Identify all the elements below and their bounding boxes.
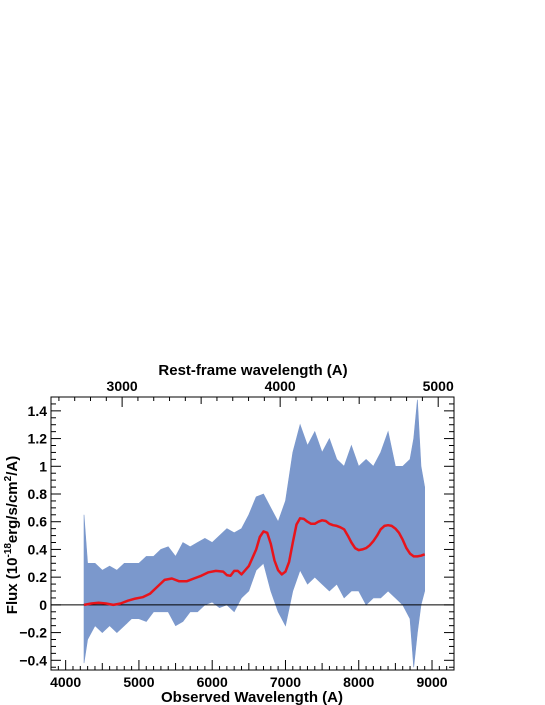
y-axis-title-exp-2: 2 (3, 475, 14, 481)
y-tick-label: 1 (39, 458, 47, 474)
smoothed-fit-layer (83, 517, 426, 607)
x-tick-label: 7000 (270, 674, 301, 690)
y-axis-title-part-1: Flux (10 (4, 558, 21, 615)
y-tick-label: 1.2 (28, 431, 48, 447)
x-axis-title: Observed Wavelength (A) (161, 689, 343, 705)
y-axis-title-part-3: /A) (4, 456, 21, 476)
top-axis-title: Rest-frame wavelength (A) (158, 362, 347, 379)
y-tick-label: 0.6 (28, 514, 48, 530)
y-axis: −0.4 −0.2 0 0.2 0.4 0.6 0.8 1 1.2 1.4 (19, 403, 454, 668)
x-axis-bottom: 4000 5000 6000 7000 8000 9000 (50, 660, 455, 690)
y-tick-label: 0 (39, 597, 47, 613)
y-tick-label: 0.4 (28, 541, 48, 557)
x-tick-label: 8000 (343, 674, 374, 690)
smoothed-fit-line (83, 517, 426, 607)
spectrum-band (83, 399, 425, 668)
top-tick-label: 4000 (265, 378, 296, 394)
y-axis-title-part-2: erg/s/cm (4, 481, 21, 543)
x-tick-label: 9000 (416, 674, 447, 690)
x-axis-top: 3000 4000 5000 (58, 378, 455, 407)
x-tick-label: 5000 (123, 674, 154, 690)
plot-frame (50, 396, 455, 671)
x-tick-label: 6000 (197, 674, 228, 690)
y-tick-label: 0.8 (28, 486, 48, 502)
y-tick-label: −0.2 (19, 625, 47, 641)
top-tick-label: 3000 (107, 378, 138, 394)
top-tick-label: 5000 (423, 378, 454, 394)
y-axis-title: Flux (10-18erg/s/cm2/A) (3, 456, 21, 614)
x-tick-label: 4000 (50, 674, 81, 690)
y-tick-label: −0.4 (19, 652, 47, 668)
spectrum-envelope-layer (83, 399, 425, 668)
y-tick-label: 1.4 (28, 403, 48, 419)
y-axis-title-exp-1: -18 (3, 543, 14, 558)
y-tick-label: 0.2 (28, 569, 48, 585)
